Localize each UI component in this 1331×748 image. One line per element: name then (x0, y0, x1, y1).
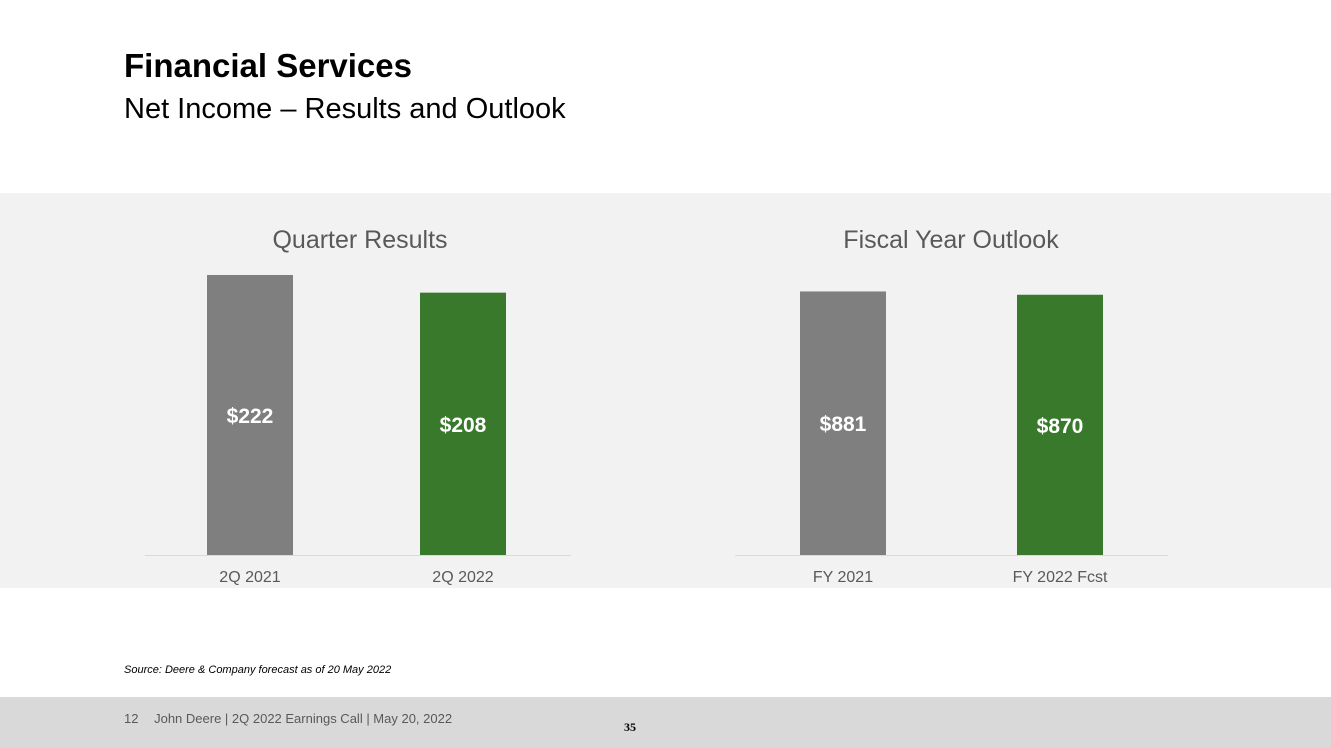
footer-page: 12 (124, 711, 139, 726)
charts-canvas: Quarter Results $222 2Q 2021 $208 2Q 2022 Fis… (145, 226, 1168, 586)
page-subtitle: Net Income – Results and Outlook (124, 93, 566, 125)
bar (800, 291, 886, 555)
data-label: $208 (440, 414, 487, 437)
x-tick-label: FY 2021 (813, 569, 873, 586)
page-number: 35 (624, 720, 636, 734)
x-tick-label: 2Q 2021 (219, 569, 280, 586)
footer-caption: John Deere | 2Q 2022 Earnings Call | May… (154, 711, 453, 726)
footer-bar: 12 John Deere | 2Q 2022 Earnings Call | … (0, 697, 1331, 748)
data-label: $881 (820, 413, 867, 436)
source-note: Source: Deere & Company forecast as of 2… (124, 664, 392, 676)
x-tick-label: FY 2022 Fcst (1013, 569, 1108, 586)
page-title: Financial Services (124, 47, 412, 84)
data-label: $870 (1037, 415, 1084, 438)
bar (1017, 294, 1103, 555)
bar (207, 275, 293, 555)
x-tick-label: 2Q 2022 (432, 569, 493, 586)
charts-panel: Quarter Results $222 2Q 2021 $208 2Q 2022 Fis… (0, 193, 1331, 588)
bar (420, 292, 506, 555)
footer-text: 12 John Deere | 2Q 2022 Earnings Call | … (124, 711, 452, 726)
data-label: $222 (227, 405, 274, 428)
chart-title: Fiscal Year Outlook (843, 226, 1059, 254)
chart-title: Quarter Results (272, 226, 447, 254)
